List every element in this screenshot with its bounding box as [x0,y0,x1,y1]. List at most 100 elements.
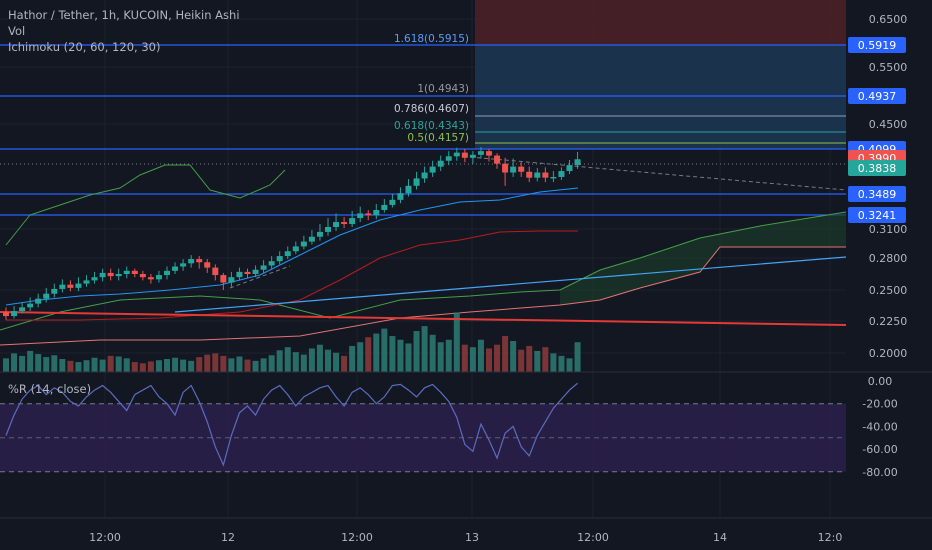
trend-line-red[interactable] [0,311,847,326]
candle-body[interactable] [518,166,525,172]
candle-body[interactable] [486,151,492,156]
volume-bar [461,344,468,372]
candle-body[interactable] [131,270,138,274]
candle-body[interactable] [284,251,291,257]
candle-body[interactable] [574,159,581,166]
candle-body[interactable] [236,271,243,278]
volume-bar [325,349,331,372]
candle-body[interactable] [172,266,179,271]
candle-body[interactable] [164,270,170,276]
volume-bar [437,342,444,372]
candle-body[interactable] [252,269,259,274]
candle-body[interactable] [123,270,130,274]
candle-body[interactable] [99,272,106,278]
candle-body[interactable] [333,222,340,228]
candle-body[interactable] [357,213,364,219]
candle-body[interactable] [107,272,114,277]
volume-bar [341,355,348,372]
dashed-projection-1[interactable] [229,265,291,289]
candle-body[interactable] [542,172,549,178]
candle-body[interactable] [494,155,501,164]
candle-body[interactable] [147,277,154,280]
candle-body[interactable] [469,154,476,158]
volume-bar [75,362,82,372]
candle-body[interactable] [75,283,82,288]
candle-body[interactable] [316,231,323,237]
price-tick-label: 0.3100 [869,223,908,236]
candle-body[interactable] [510,166,517,173]
candle-body[interactable] [43,293,50,299]
candle-body[interactable] [139,274,146,278]
volume-bar [510,341,517,372]
volume-bar [164,358,170,372]
candle-body[interactable] [534,172,541,178]
candle-body[interactable] [421,172,428,179]
candle-body[interactable] [477,151,484,155]
candle-body[interactable] [180,263,187,267]
candle-body[interactable] [204,262,211,268]
candle-body[interactable] [558,171,565,177]
fib-level-label: 1.618(0.5915) [394,33,469,45]
candle-body[interactable] [11,311,18,317]
volume-bar [316,344,323,372]
volume-bar [486,348,492,372]
candle-body[interactable] [59,284,66,289]
candle-body[interactable] [67,284,74,288]
candle-body[interactable] [196,259,203,263]
candle-body[interactable] [341,222,348,225]
volume-bar [292,352,299,372]
senkou-b-line [0,246,846,346]
candle-body[interactable] [83,280,90,284]
candle-body[interactable] [212,267,219,276]
wr-tick-label: -60.00 [862,443,897,456]
candle-body[interactable] [429,166,436,173]
candle-body[interactable] [397,193,404,200]
volume-bar [19,355,26,372]
candle-body[interactable] [244,271,251,274]
candle-body[interactable] [461,152,468,158]
candle-body[interactable] [292,246,299,252]
candle-body[interactable] [35,298,42,304]
candle-body[interactable] [300,241,307,247]
candle-body[interactable] [268,261,275,266]
volume-bar [333,352,340,372]
candle-body[interactable] [437,160,444,167]
candle-body[interactable] [308,236,315,242]
candle-body[interactable] [373,210,380,216]
candle-body[interactable] [413,178,420,186]
candle-body[interactable] [3,312,9,317]
candle-body[interactable] [228,277,235,283]
candle-body[interactable] [381,204,388,211]
candle-body[interactable] [502,163,509,173]
candle-body[interactable] [19,307,26,312]
candle-body[interactable] [188,259,195,264]
trend-lines[interactable] [0,156,847,326]
candle-body[interactable] [276,256,283,262]
volume-bar [11,353,18,372]
candle-body[interactable] [115,274,122,277]
candle-body[interactable] [91,277,98,281]
volume-bar [196,357,203,372]
candle-body[interactable] [365,213,372,216]
candle-body[interactable] [220,275,227,283]
candles[interactable] [3,147,581,320]
candle-body[interactable] [566,165,573,172]
volume-bar [172,357,179,372]
candle-body[interactable] [155,275,162,280]
take-profit-zone [475,45,846,149]
horizontal-levels[interactable] [0,44,846,216]
candle-body[interactable] [389,199,396,205]
candle-body[interactable] [325,227,331,232]
trend-line-blue[interactable] [174,256,847,313]
candle-body[interactable] [51,288,58,294]
candle-body[interactable] [405,185,412,194]
candle-body[interactable] [27,303,34,308]
candle-body[interactable] [349,218,356,225]
candle-body[interactable] [550,176,557,179]
volume-bar [284,347,291,372]
candle-body[interactable] [445,156,452,161]
candle-body[interactable] [260,265,267,270]
candle-body[interactable] [453,152,460,157]
candle-body[interactable] [526,171,533,178]
